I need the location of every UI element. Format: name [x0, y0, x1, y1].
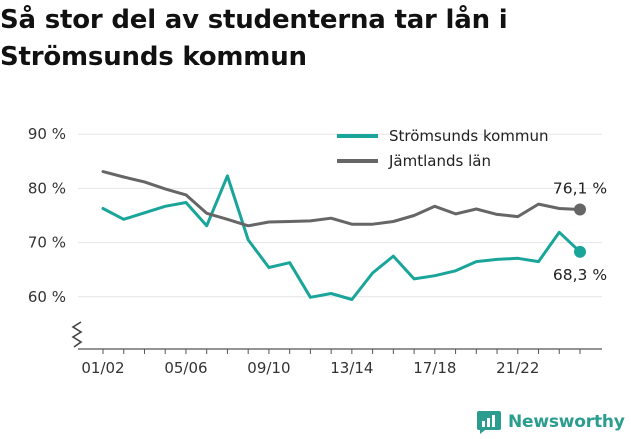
legend-label: Jämtlands län: [388, 152, 491, 170]
x-tick-label: 17/18: [413, 359, 456, 377]
newsworthy-logo-icon: [477, 411, 501, 434]
y-tick-label: 80 %: [28, 179, 66, 197]
x-tick-label: 13/14: [330, 359, 373, 377]
legend: Strömsunds kommun Jämtlands län: [337, 127, 549, 170]
x-tick-label: 21/22: [496, 359, 539, 377]
y-tick-label: 60 %: [28, 288, 66, 306]
series-end-marker: [574, 245, 586, 258]
series-lines: 68,3 % 76,1 %: [101, 170, 607, 301]
y-tick-label: 70 %: [28, 234, 66, 252]
axis-break-icon: [71, 321, 83, 348]
brand-logo[interactable]: Newsworthy: [476, 407, 625, 437]
series-line-stromsunds-kommun: [101, 174, 582, 301]
end-value-label: 76,1 %: [553, 180, 607, 198]
x-tick-label: 05/06: [164, 359, 207, 377]
x-tick-label: 09/10: [247, 359, 290, 377]
axes: 60 % 70 % 80 % 90 % 01/02 05/06 09/10 13/14 17/1…: [28, 125, 602, 377]
end-value-label: 68,3 %: [553, 266, 607, 284]
gridlines: [78, 133, 602, 298]
brand-name: Newsworthy: [508, 412, 625, 432]
y-tick-label: 90 %: [28, 125, 66, 143]
series-line-jamtlands-lan: [101, 170, 582, 228]
legend-label: Strömsunds kommun: [389, 127, 549, 145]
chart-title: Så stor del av studenterna tar lån i Str…: [0, 5, 508, 72]
series-end-marker: [574, 203, 586, 216]
x-tick-label: 01/02: [81, 359, 124, 377]
